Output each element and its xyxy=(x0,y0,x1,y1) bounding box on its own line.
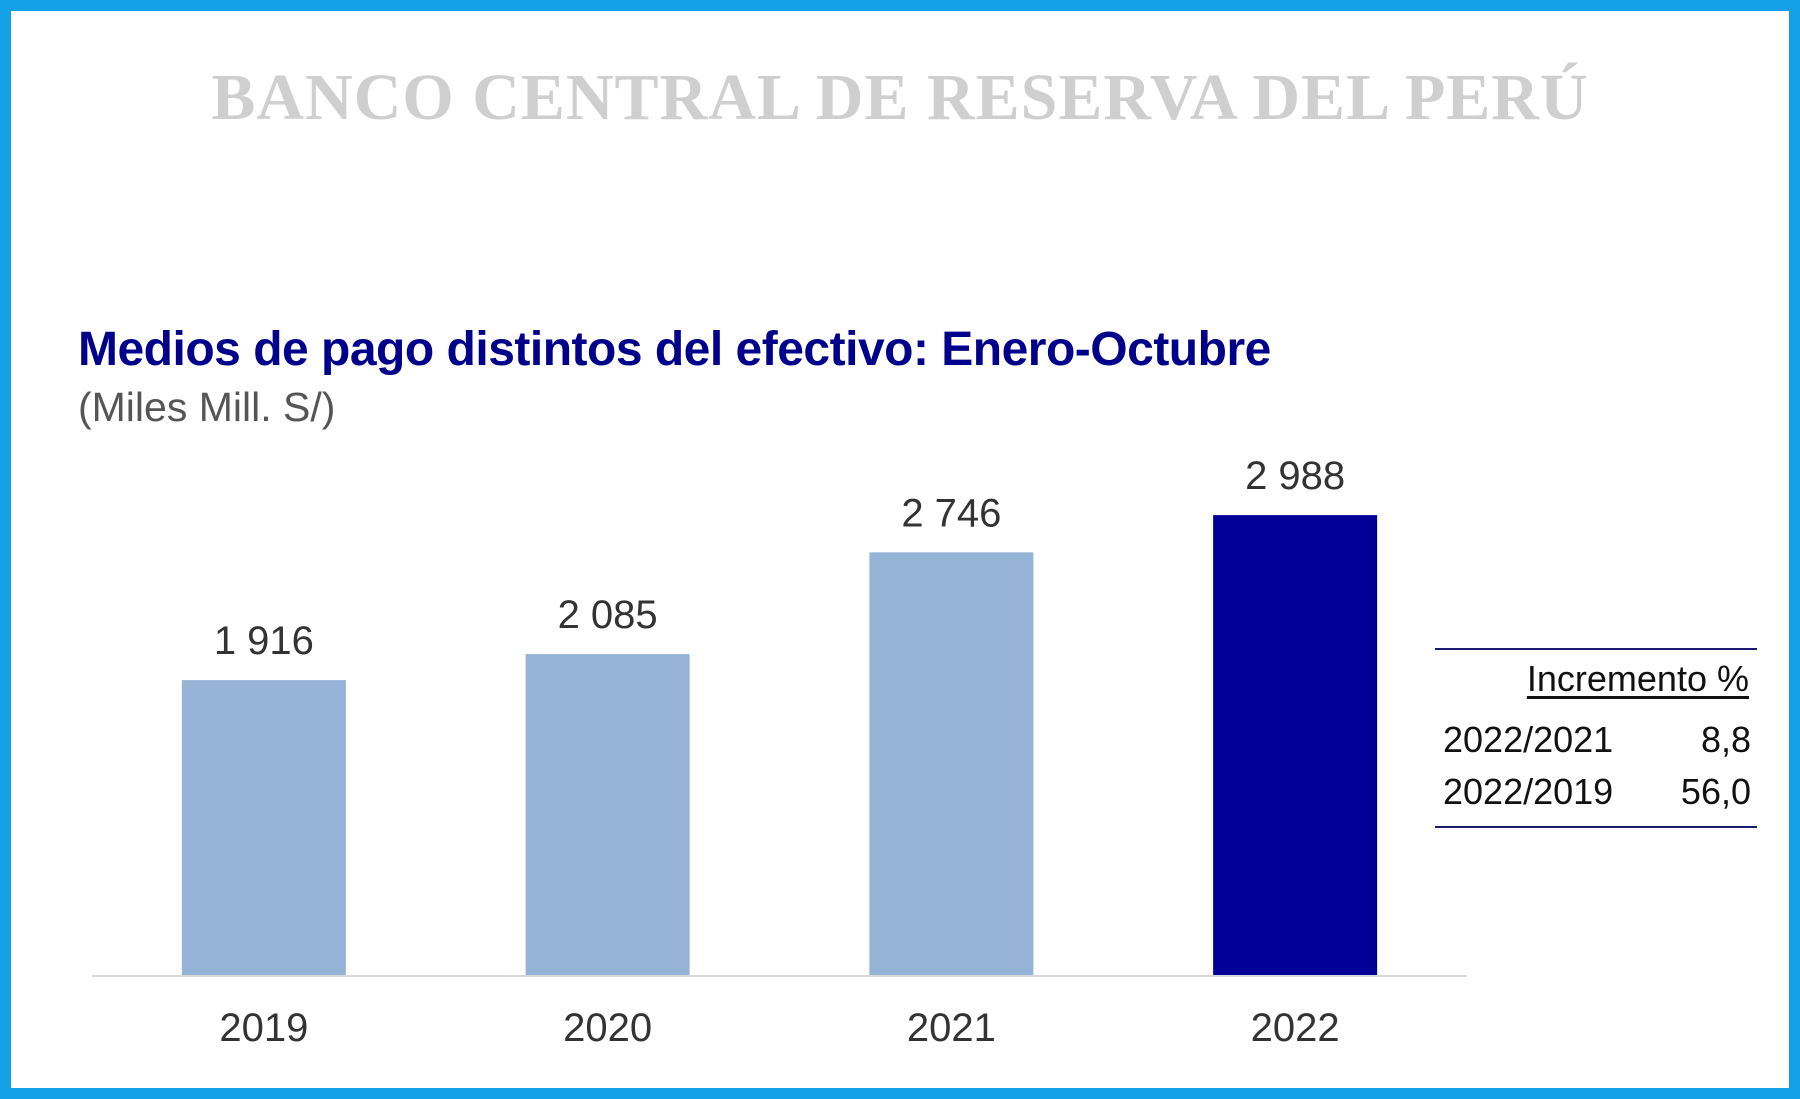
table-row-value: 8,8 xyxy=(1700,719,1751,760)
increment-table: Incremento % 2022/2021 8,8 2022/2019 56,… xyxy=(1435,648,1757,828)
chart-subtitle: (Miles Mill. S/) xyxy=(78,384,336,430)
table-bottom-rule xyxy=(1435,826,1757,828)
x-tick-label-2022: 2022 xyxy=(1251,1006,1340,1050)
bar-2021 xyxy=(869,552,1034,975)
x-tick-label-2021: 2021 xyxy=(907,1006,996,1050)
data-label-2021: 2 746 xyxy=(901,491,1001,535)
table-row-value: 56,0 xyxy=(1680,771,1751,812)
data-label-2020: 2 085 xyxy=(558,593,658,637)
data-label-2022: 2 988 xyxy=(1245,454,1345,498)
data-label-2019: 1 916 xyxy=(214,619,314,663)
table-header-label: Incremento % xyxy=(1526,658,1749,699)
x-tick-label-2020: 2020 xyxy=(563,1006,652,1050)
table-row: 2022/2019 56,0 xyxy=(1435,766,1757,818)
x-tick-label-2019: 2019 xyxy=(219,1006,308,1050)
table-header: Incremento % xyxy=(1435,650,1757,708)
bar-2022 xyxy=(1213,515,1378,975)
chart-title: Medios de pago distintos del efectivo: E… xyxy=(78,323,1271,376)
bar-2019 xyxy=(181,680,346,975)
table-row-label: 2022/2019 xyxy=(1443,771,1614,812)
table-top-rule xyxy=(1435,648,1757,650)
table-row-label: 2022/2021 xyxy=(1443,719,1614,760)
table-row: 2022/2021 8,8 xyxy=(1435,714,1757,766)
bar-2020 xyxy=(525,654,690,975)
banner-title: BANCO CENTRAL DE RESERVA DEL PERÚ xyxy=(211,61,1589,134)
